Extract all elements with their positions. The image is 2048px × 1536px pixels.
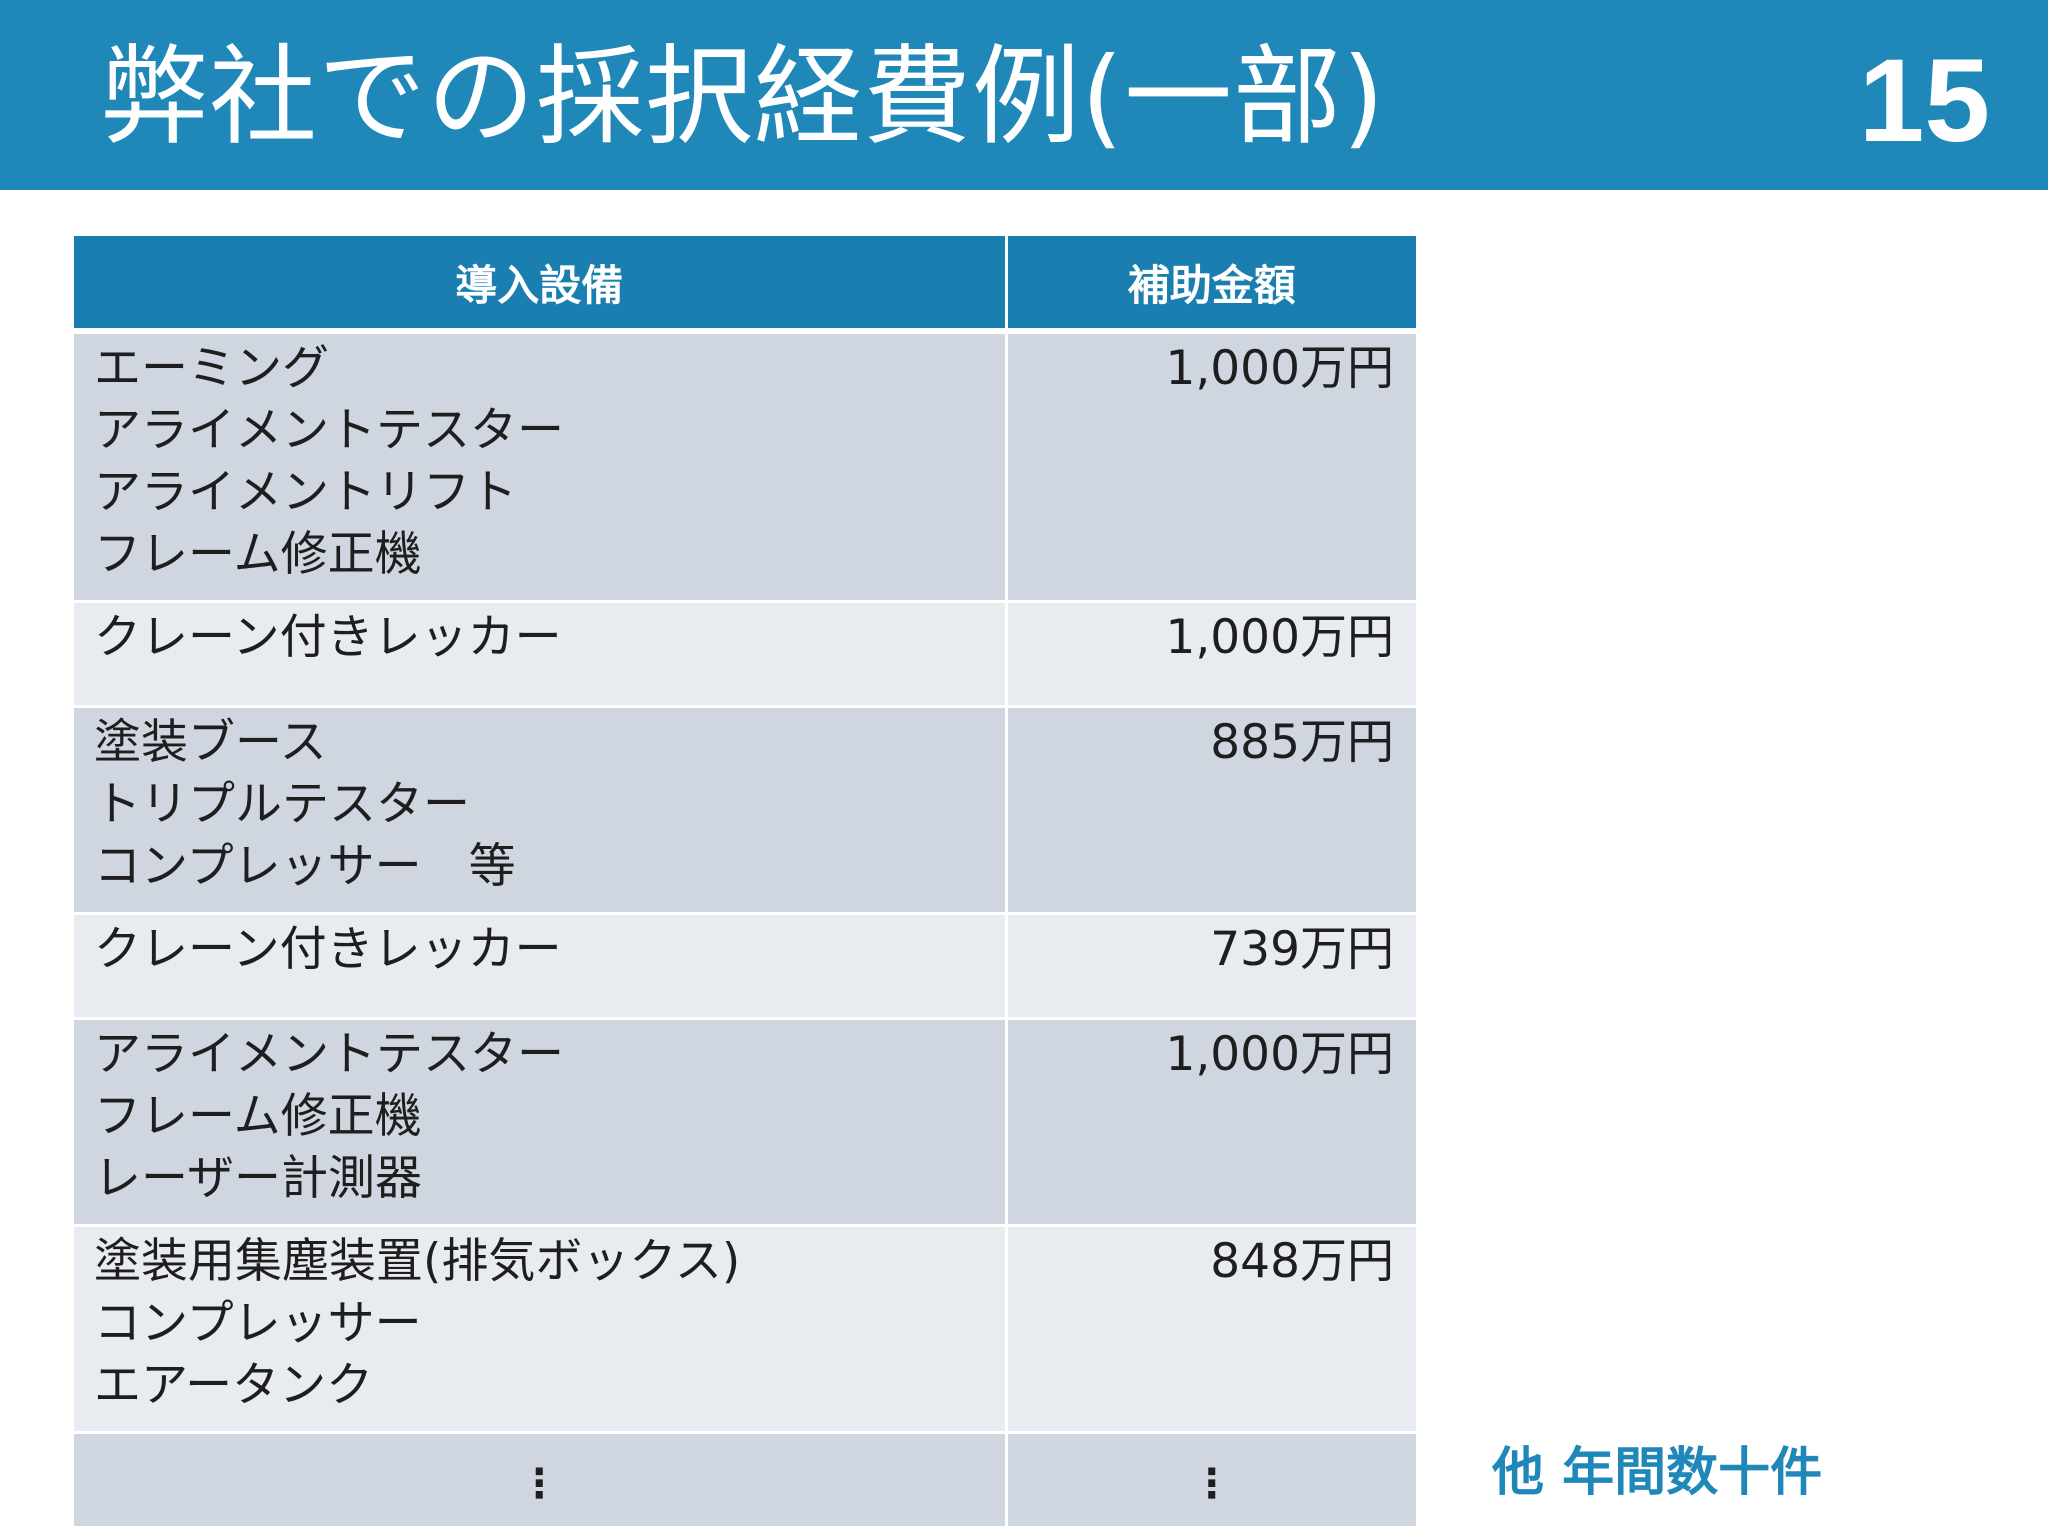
column-header-equipment: 導入設備 (74, 236, 1008, 334)
equipment-item: コンプレッサー (94, 1296, 422, 1351)
equipment-item: フレーム修正機 (94, 527, 422, 582)
equipment-item: アライメントテスター (94, 403, 564, 458)
equipment-item: クレーン付きレッカー (94, 922, 562, 977)
equipment-item: エーミング (94, 341, 329, 396)
equipment-item: コンプレッサー 等 (94, 839, 516, 894)
footnote: 他 年間数十件 (1492, 1443, 1823, 1503)
page-number: 15 (1858, 35, 1990, 167)
table-row-continuation: ⋮ ⋮ (74, 1432, 1416, 1529)
amount-cell: 885万円 (1006, 706, 1416, 915)
table-row: エーミング アライメントテスター アライメントリフト フレーム修正機 1,000… (74, 331, 1416, 603)
vertical-ellipsis-icon: ⋮ (1191, 1461, 1232, 1507)
table-row: 塗装用集塵装置(排気ボックス) コンプレッサー エアータンク 848万円 (74, 1225, 1416, 1434)
equipment-item: アライメントリフト (94, 465, 517, 520)
table-row: クレーン付きレッカー 739万円 (74, 913, 1416, 1020)
continuation-cell-equipment: ⋮ (74, 1432, 1008, 1529)
table-row: 塗装ブース トリプルテスター コンプレッサー 等 885万円 (74, 706, 1416, 915)
amount-cell: 1,000万円 (1006, 601, 1416, 708)
equipment-item: フレーム修正機 (94, 1089, 422, 1144)
equipment-cell: アライメントテスター フレーム修正機 レーザー計測器 (74, 1018, 1008, 1227)
table-header-row: 導入設備 補助金額 (74, 236, 1416, 334)
subsidy-table: 導入設備 補助金額 エーミング アライメントテスター アライメントリフト フレー… (74, 236, 1416, 1529)
table-row: アライメントテスター フレーム修正機 レーザー計測器 1,000万円 (74, 1018, 1416, 1227)
equipment-cell: クレーン付きレッカー (74, 601, 1008, 708)
amount-cell: 1,000万円 (1006, 1018, 1416, 1227)
slide-title: 弊社での採択経費例(一部) (100, 35, 1386, 160)
equipment-cell: 塗装用集塵装置(排気ボックス) コンプレッサー エアータンク (74, 1225, 1008, 1434)
amount-cell: 848万円 (1006, 1225, 1416, 1434)
title-bar: 弊社での採択経費例(一部) 15 (0, 0, 2048, 190)
equipment-cell: 塗装ブース トリプルテスター コンプレッサー 等 (74, 706, 1008, 915)
table-row: クレーン付きレッカー 1,000万円 (74, 601, 1416, 708)
equipment-item: 塗装用集塵装置(排気ボックス) (94, 1234, 741, 1289)
equipment-item: エアータンク (94, 1358, 374, 1413)
equipment-item: トリプルテスター (94, 777, 470, 832)
equipment-cell: クレーン付きレッカー (74, 913, 1008, 1020)
equipment-item: アライメントテスター (94, 1027, 564, 1082)
amount-cell: 1,000万円 (1006, 331, 1416, 603)
equipment-item: 塗装ブース (94, 715, 327, 770)
vertical-ellipsis-icon: ⋮ (519, 1461, 560, 1507)
equipment-cell: エーミング アライメントテスター アライメントリフト フレーム修正機 (74, 331, 1008, 603)
amount-cell: 739万円 (1006, 913, 1416, 1020)
equipment-item: レーザー計測器 (94, 1151, 423, 1206)
column-header-amount: 補助金額 (1006, 236, 1416, 334)
continuation-cell-amount: ⋮ (1006, 1432, 1416, 1529)
equipment-item: クレーン付きレッカー (94, 610, 562, 665)
